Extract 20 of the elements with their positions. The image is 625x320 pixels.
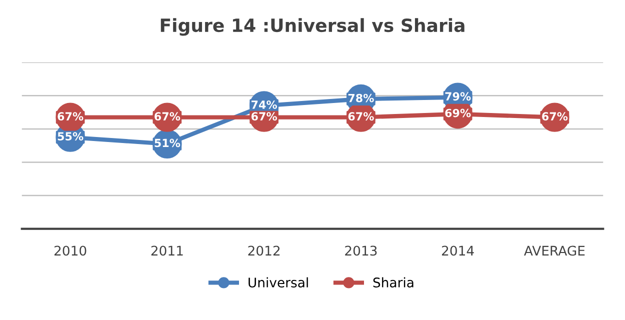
- data-label: 67%: [348, 112, 374, 121]
- data-label: 67%: [154, 112, 180, 121]
- legend-label: Sharia: [373, 277, 414, 288]
- data-label: 79%: [445, 92, 471, 101]
- data-label: 55%: [58, 132, 84, 141]
- data-label: 51%: [154, 138, 180, 148]
- x-tick-label: 2013: [345, 246, 377, 256]
- data-label: 67%: [251, 112, 278, 121]
- chart-title: Figure 14 :Universal vs Sharia: [160, 18, 464, 36]
- x-tick-label: AVERAGE: [524, 246, 585, 256]
- data-label: 74%: [252, 100, 278, 109]
- data-label: 78%: [348, 94, 374, 102]
- x-tick-label: 2012: [248, 246, 280, 256]
- x-tick-label: 2010: [54, 246, 86, 256]
- data-label: 67%: [58, 112, 84, 121]
- legend-label: Universal: [248, 277, 308, 288]
- x-tick-label: 2011: [151, 246, 183, 256]
- x-tick-label: 2014: [442, 246, 474, 256]
- data-label: 67%: [542, 112, 568, 121]
- data-label: 69%: [445, 108, 471, 118]
